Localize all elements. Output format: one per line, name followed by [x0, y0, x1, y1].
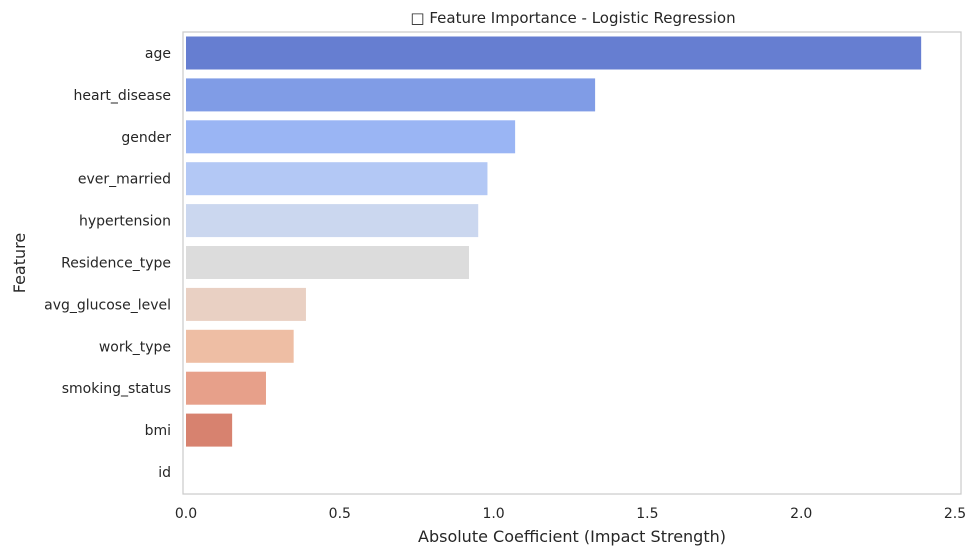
y-tick-label-ever_married: ever_married — [78, 172, 171, 188]
bar-avg_glucose_level — [186, 287, 306, 321]
y-tick-label-hypertension: hypertension — [79, 214, 171, 230]
y-tick-label-age: age — [145, 46, 171, 62]
x-tick-label: 1.0 — [482, 506, 504, 522]
x-axis-ticks: 0.0 0.5 1.0 1.5 2.0 2.5 — [175, 506, 966, 522]
x-axis-label: Absolute Coefficient (Impact Strength) — [418, 527, 726, 546]
bar-gender — [186, 120, 516, 154]
y-tick-label-bmi: bmi — [145, 423, 171, 439]
y-axis-label: Feature — [10, 233, 29, 293]
bar-Residence_type — [186, 246, 469, 279]
bar-smoking_status — [186, 371, 266, 405]
x-tick-label: 2.0 — [790, 506, 812, 522]
y-tick-label-gender: gender — [121, 130, 171, 146]
y-tick-label-Residence_type: Residence_type — [61, 256, 171, 272]
y-tick-label-work_type: work_type — [99, 339, 171, 355]
bar-work_type — [186, 329, 294, 363]
plot-area — [186, 36, 922, 447]
x-tick-label: 0.0 — [175, 506, 197, 522]
bar-ever_married — [186, 162, 488, 196]
y-tick-label-id: id — [158, 465, 171, 481]
x-tick-label: 0.5 — [329, 506, 351, 522]
y-tick-label-avg_glucose_level: avg_glucose_level — [44, 297, 171, 313]
bar-bmi — [186, 413, 233, 447]
x-tick-label: 1.5 — [636, 506, 658, 522]
y-tick-label-smoking_status: smoking_status — [62, 381, 171, 397]
bar-age — [186, 36, 922, 70]
y-tick-label-heart_disease: heart_disease — [74, 88, 171, 104]
x-tick-label: 2.5 — [944, 506, 966, 522]
bar-heart_disease — [186, 78, 596, 112]
bar-hypertension — [186, 204, 479, 238]
chart-title: □ Feature Importance - Logistic Regressi… — [410, 9, 735, 27]
plot-frame — [182, 31, 962, 495]
